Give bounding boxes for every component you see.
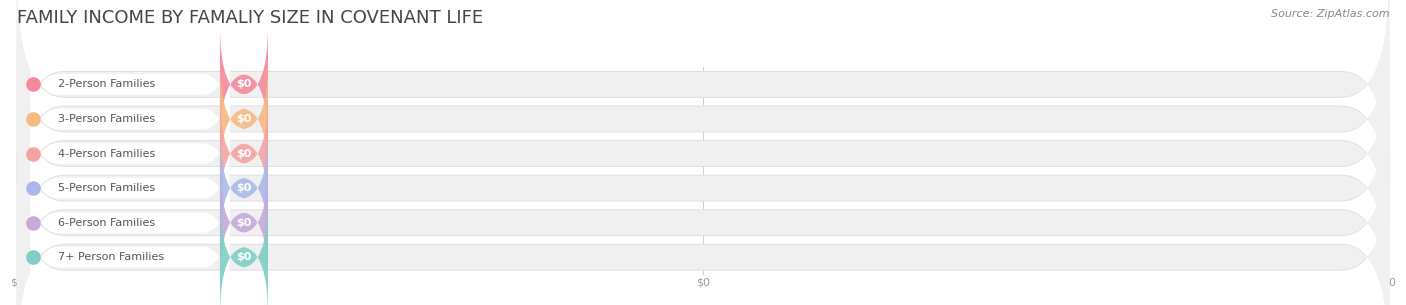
FancyBboxPatch shape bbox=[31, 60, 229, 178]
FancyBboxPatch shape bbox=[31, 164, 229, 282]
FancyBboxPatch shape bbox=[17, 114, 1389, 305]
Text: 5-Person Families: 5-Person Families bbox=[58, 183, 155, 193]
Text: $0: $0 bbox=[236, 252, 252, 262]
FancyBboxPatch shape bbox=[17, 80, 1389, 297]
Text: $0: $0 bbox=[236, 218, 252, 228]
FancyBboxPatch shape bbox=[17, 81, 1389, 296]
FancyBboxPatch shape bbox=[219, 199, 269, 305]
FancyBboxPatch shape bbox=[17, 0, 1389, 193]
Text: $0: $0 bbox=[236, 114, 252, 124]
Text: $0: $0 bbox=[236, 79, 252, 89]
Text: 2-Person Families: 2-Person Families bbox=[58, 79, 155, 89]
FancyBboxPatch shape bbox=[219, 129, 269, 247]
FancyBboxPatch shape bbox=[219, 60, 269, 178]
FancyBboxPatch shape bbox=[31, 199, 229, 305]
FancyBboxPatch shape bbox=[17, 12, 1389, 226]
Text: $0: $0 bbox=[236, 149, 252, 159]
Text: Source: ZipAtlas.com: Source: ZipAtlas.com bbox=[1271, 9, 1389, 19]
Text: 7+ Person Families: 7+ Person Families bbox=[58, 252, 165, 262]
FancyBboxPatch shape bbox=[17, 0, 1389, 192]
Text: 4-Person Families: 4-Person Families bbox=[58, 149, 155, 159]
Text: FAMILY INCOME BY FAMALIY SIZE IN COVENANT LIFE: FAMILY INCOME BY FAMALIY SIZE IN COVENAN… bbox=[17, 9, 484, 27]
FancyBboxPatch shape bbox=[219, 95, 269, 212]
FancyBboxPatch shape bbox=[31, 26, 229, 143]
FancyBboxPatch shape bbox=[17, 150, 1389, 305]
FancyBboxPatch shape bbox=[17, 149, 1389, 305]
FancyBboxPatch shape bbox=[31, 95, 229, 212]
FancyBboxPatch shape bbox=[17, 115, 1389, 305]
FancyBboxPatch shape bbox=[17, 10, 1389, 228]
FancyBboxPatch shape bbox=[17, 45, 1389, 262]
FancyBboxPatch shape bbox=[219, 26, 269, 143]
FancyBboxPatch shape bbox=[17, 46, 1389, 261]
Text: 3-Person Families: 3-Person Families bbox=[58, 114, 155, 124]
FancyBboxPatch shape bbox=[219, 164, 269, 282]
Text: 6-Person Families: 6-Person Families bbox=[58, 218, 155, 228]
FancyBboxPatch shape bbox=[31, 129, 229, 247]
Text: $0: $0 bbox=[236, 183, 252, 193]
